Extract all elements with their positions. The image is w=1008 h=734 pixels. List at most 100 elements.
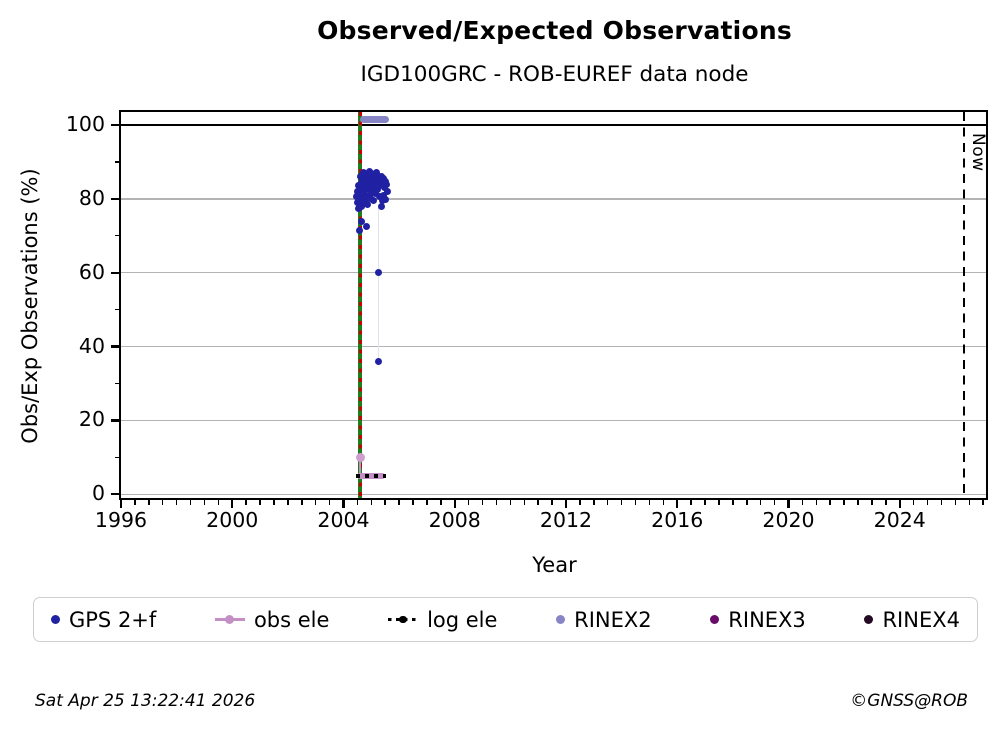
x-minor-tick	[829, 500, 831, 505]
x-minor-tick	[954, 500, 957, 505]
gps-point	[353, 187, 361, 195]
x-minor-tick	[509, 500, 512, 505]
legend-line-dot-icon	[214, 615, 245, 624]
y-gridline	[121, 198, 986, 200]
y-minor-tick	[114, 234, 119, 237]
y-major-tick	[111, 419, 119, 422]
gps-point	[357, 217, 365, 225]
station-red-dashed-line	[358, 112, 362, 498]
now-label: Now	[968, 133, 988, 172]
x-minor-tick	[718, 500, 720, 505]
x-minor-tick	[148, 500, 150, 505]
legend-dot-icon	[51, 615, 60, 624]
gps-point	[364, 200, 372, 208]
chart-title: Observed/Expected Observations	[317, 16, 792, 45]
legend-item-rinex4: RINEX4	[864, 608, 960, 632]
x-axis-label: Year	[532, 553, 577, 577]
x-minor-tick	[398, 500, 400, 505]
gps-point	[382, 196, 390, 204]
x-minor-tick	[690, 500, 692, 505]
gps-point	[375, 357, 383, 365]
x-minor-tick	[287, 500, 289, 505]
hundred-percent-line	[121, 123, 986, 127]
legend-item-obs-ele: obs ele	[214, 607, 330, 632]
y-tick-label: 80	[78, 185, 105, 210]
x-minor-tick	[885, 500, 887, 505]
legend-item-gps-2-f: GPS 2+f	[51, 608, 156, 632]
chart-subtitle: IGD100GRC - ROB-EUREF data node	[360, 62, 749, 87]
legend-dot-icon	[710, 615, 720, 624]
y-major-tick	[111, 493, 119, 496]
x-minor-tick	[356, 500, 359, 505]
plot-area: Now	[119, 110, 988, 500]
y-major-tick	[111, 271, 119, 274]
gps-point	[376, 182, 384, 190]
x-major-tick	[231, 500, 234, 508]
legend-label: log ele	[427, 607, 498, 632]
legend-label: obs ele	[253, 607, 330, 632]
gps-point	[375, 193, 383, 201]
gps-point	[374, 176, 382, 184]
gps-point	[359, 195, 367, 203]
gps-point	[360, 189, 368, 197]
x-minor-tick	[912, 500, 915, 505]
y-gridline	[121, 493, 986, 496]
x-major-tick	[898, 500, 901, 508]
gps-point	[358, 202, 366, 210]
y-tick-label: 100	[65, 111, 105, 136]
legend-label: RINEX3	[728, 607, 806, 632]
gps-point	[371, 189, 379, 197]
x-minor-tick	[871, 500, 873, 505]
x-major-tick	[342, 500, 345, 508]
y-minor-tick	[114, 308, 119, 311]
legend-dot-icon	[864, 615, 874, 624]
gps-point	[362, 186, 370, 194]
timestamp: Sat Apr 25 13:22:41 2026	[35, 691, 256, 711]
y-gridline	[121, 419, 986, 422]
copyright: ©GNSS@ROB	[850, 691, 968, 711]
x-minor-tick	[606, 500, 609, 505]
x-minor-tick	[815, 500, 818, 505]
x-minor-tick	[593, 500, 595, 505]
x-minor-tick	[189, 500, 192, 505]
x-minor-tick	[217, 500, 220, 505]
gps-point	[357, 173, 365, 181]
x-minor-tick	[412, 500, 414, 505]
x-minor-tick	[467, 500, 470, 505]
x-minor-tick	[203, 500, 206, 505]
gps-point	[356, 227, 364, 235]
x-tick-label: 2024	[873, 508, 926, 532]
x-tick-label: 2008	[428, 508, 481, 532]
y-minor-tick	[114, 382, 119, 385]
gps-point	[379, 191, 387, 199]
x-minor-tick	[301, 500, 303, 505]
gps-point	[370, 197, 378, 205]
x-tick-label: 2004	[317, 508, 370, 532]
y-tick-label: 0	[91, 481, 105, 506]
x-minor-tick	[648, 500, 651, 505]
x-minor-tick	[926, 500, 929, 505]
x-minor-tick	[551, 500, 553, 505]
x-major-tick	[453, 500, 456, 508]
obs-ele-connector	[359, 457, 361, 476]
x-minor-tick	[537, 500, 539, 505]
x-minor-tick	[579, 500, 581, 505]
x-minor-tick	[259, 500, 261, 505]
obs-ele-point	[355, 452, 365, 462]
legend-item-rinex2: RINEX2	[556, 608, 652, 632]
x-minor-tick	[634, 500, 637, 505]
x-minor-tick	[134, 500, 136, 505]
x-minor-tick	[175, 500, 178, 505]
x-minor-tick	[857, 500, 859, 505]
y-gridline	[121, 345, 986, 348]
legend-dot-icon	[399, 615, 407, 624]
x-major-tick	[564, 500, 568, 508]
y-major-tick	[111, 123, 119, 127]
y-minor-tick	[114, 456, 119, 459]
x-minor-tick	[759, 500, 762, 505]
x-minor-tick	[273, 500, 275, 505]
x-tick-label: 2000	[206, 508, 259, 532]
x-minor-tick	[523, 500, 526, 505]
gps-point	[368, 187, 376, 195]
